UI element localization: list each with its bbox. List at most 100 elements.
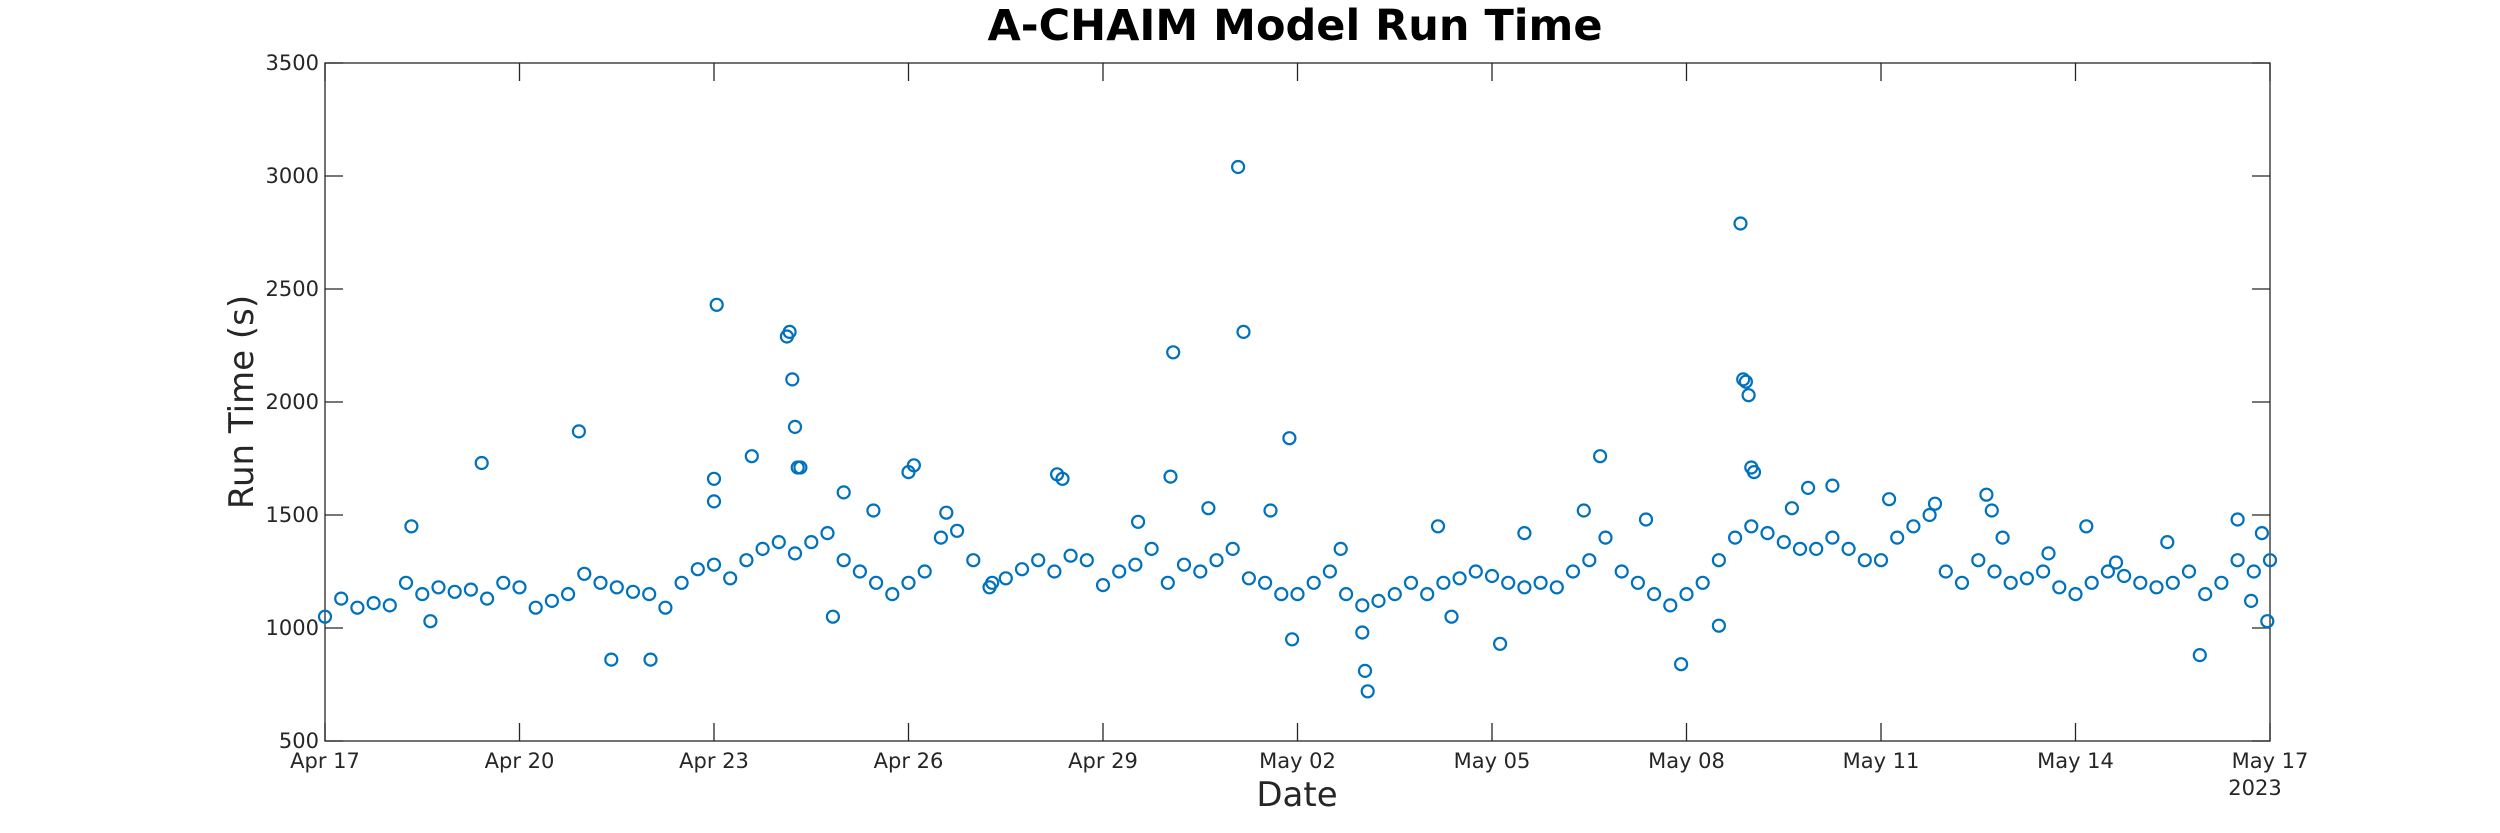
data-point	[1984, 503, 1999, 518]
data-point	[2068, 586, 2083, 602]
data-point	[350, 600, 365, 615]
x-axis-year-label: 2023	[2228, 776, 2281, 800]
data-point	[1355, 625, 1370, 640]
data-point	[706, 471, 722, 486]
data-point	[868, 575, 884, 590]
data-point	[939, 505, 954, 520]
data-point	[1792, 541, 1808, 557]
data-point	[2108, 555, 2124, 570]
data-point	[1736, 372, 1751, 387]
y-axis-label: Run Time (s)	[222, 295, 262, 509]
data-point	[1995, 530, 2010, 545]
data-point	[1128, 557, 1143, 572]
data-point	[2230, 553, 2245, 568]
x-tick-label: Apr 20	[485, 749, 555, 773]
data-point	[625, 584, 641, 599]
data-point	[2244, 593, 2259, 609]
data-point	[1800, 480, 1816, 495]
data-point	[755, 541, 770, 557]
data-point	[1176, 557, 1192, 572]
data-point	[1746, 465, 1762, 480]
data-point	[1306, 575, 1321, 590]
data-point	[1673, 657, 1689, 672]
data-point	[1630, 575, 1646, 590]
data-point	[474, 455, 489, 471]
y-tick-label: 3500	[266, 51, 319, 75]
data-series	[317, 159, 2278, 699]
data-point	[1727, 530, 1743, 545]
data-point	[571, 424, 587, 439]
data-point	[1809, 541, 1824, 557]
data-point	[1576, 503, 1591, 518]
data-point	[431, 580, 446, 595]
data-point	[1063, 548, 1078, 563]
data-point	[1193, 564, 1208, 579]
y-tick-label: 500	[279, 729, 319, 753]
data-point	[1549, 580, 1564, 595]
data-point	[836, 553, 851, 568]
data-point	[1517, 580, 1532, 595]
data-point	[2254, 525, 2269, 541]
data-point	[1582, 553, 1597, 568]
data-point	[334, 591, 349, 606]
data-point	[1598, 530, 1613, 545]
data-point	[1112, 564, 1127, 579]
data-point	[366, 595, 381, 611]
data-point	[1927, 496, 1943, 511]
y-tick-label: 1000	[266, 616, 319, 640]
data-point	[706, 494, 722, 509]
data-point	[1841, 541, 1856, 557]
data-point	[2262, 553, 2278, 568]
x-tick-label: May 17	[2232, 749, 2309, 773]
data-point	[1452, 571, 1467, 586]
data-point	[1284, 632, 1300, 647]
data-point	[674, 575, 689, 590]
data-point	[1338, 586, 1354, 602]
data-point	[901, 575, 916, 590]
data-point	[1055, 471, 1070, 486]
data-point	[1031, 553, 1046, 568]
data-point	[985, 575, 1000, 590]
data-point	[1922, 507, 1937, 523]
data-point	[1501, 575, 1516, 590]
y-tick-label: 1500	[266, 503, 319, 527]
data-point	[1209, 553, 1224, 568]
data-point	[2149, 580, 2164, 595]
data-point	[2181, 564, 2197, 579]
x-tick-label: May 05	[1454, 749, 1531, 773]
data-point	[1322, 564, 1338, 579]
data-point	[1679, 586, 1694, 602]
plot-area	[324, 62, 2271, 742]
x-axis-label: Date	[1256, 775, 1337, 815]
data-point	[785, 372, 800, 387]
data-point	[1979, 487, 1994, 502]
data-point	[1436, 575, 1451, 590]
data-point	[1873, 553, 1889, 568]
data-point	[1592, 449, 1608, 464]
data-point	[1825, 530, 1840, 545]
data-point	[423, 614, 438, 629]
data-point	[885, 586, 900, 602]
data-point	[496, 575, 511, 590]
data-point	[2214, 575, 2229, 590]
data-point	[744, 449, 759, 464]
data-point	[463, 582, 478, 597]
data-point	[1201, 501, 1216, 516]
data-point	[658, 600, 673, 615]
chart-title: A-CHAIM Model Run Time	[987, 1, 1602, 51]
data-point	[1160, 575, 1175, 590]
data-point	[1492, 636, 1508, 651]
data-point	[1738, 374, 1754, 389]
x-tick-label: May 11	[1843, 749, 1920, 773]
data-point	[404, 519, 419, 534]
data-point	[852, 564, 868, 579]
data-point	[1890, 530, 1905, 545]
data-point	[706, 557, 722, 572]
data-point	[793, 460, 808, 475]
data-point	[2041, 546, 2056, 561]
data-point	[1014, 562, 1030, 577]
data-point	[1230, 159, 1246, 175]
data-point	[1371, 593, 1386, 609]
data-point	[1484, 568, 1500, 584]
